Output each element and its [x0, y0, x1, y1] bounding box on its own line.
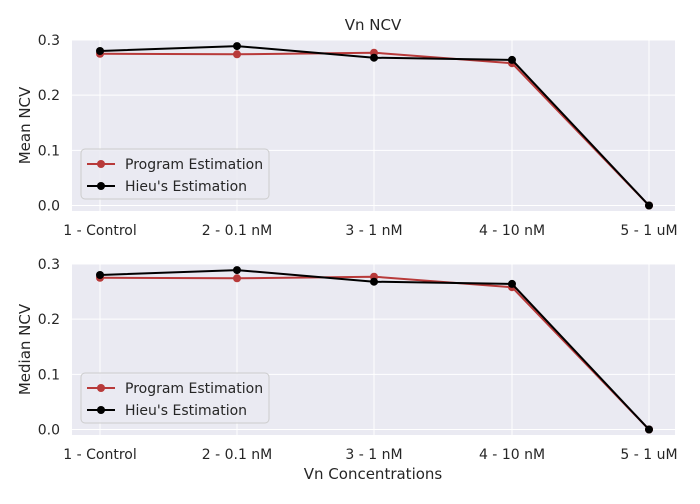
data-point	[508, 279, 516, 288]
legend-entry-label: Program Estimation	[125, 157, 263, 173]
data-point	[233, 42, 241, 51]
y-tick-label: 0.2	[38, 88, 60, 104]
x-tick-label: 4 - 10 nM	[479, 223, 545, 239]
data-point	[645, 425, 653, 434]
x-tick-label: 2 - 0.1 nM	[202, 223, 273, 239]
x-tick-label: 3 - 1 nM	[345, 447, 402, 463]
y-tick-label: 0.3	[38, 257, 60, 273]
legend-box	[80, 148, 270, 200]
x-tick-label: 5 - 1 uM	[620, 447, 677, 463]
data-point	[96, 47, 104, 55]
subplot-2: 0.0 0.1 0.2 0.3 1 - Control 2 - 0.1 nM 3 - 1 n…	[16, 257, 678, 463]
legend-marker	[97, 182, 105, 190]
x-tick-label: 1 - Control	[63, 223, 136, 239]
data-point	[645, 201, 653, 210]
x-axis-label: Vn Concentrations	[304, 465, 443, 483]
y-tick-label: 0.3	[38, 33, 60, 49]
data-point	[508, 55, 516, 64]
x-tick-label: 3 - 1 nM	[345, 223, 402, 239]
legend-box	[80, 372, 270, 424]
y-tick-label: 0.1	[38, 143, 60, 159]
x-tick-label: 2 - 0.1 nM	[202, 447, 273, 463]
legend-entry-label: Program Estimation	[125, 381, 263, 397]
legend: Program Estimation Hieu's Estimation	[80, 372, 270, 424]
data-point	[96, 271, 104, 279]
legend: Program Estimation Hieu's Estimation	[80, 148, 270, 200]
data-point	[370, 53, 378, 62]
x-tick-label: 5 - 1 uM	[620, 223, 677, 239]
x-tick-label: 1 - Control	[63, 447, 136, 463]
data-point	[370, 277, 378, 286]
data-point	[233, 266, 241, 275]
y-tick-label: 0.0	[38, 198, 60, 214]
x-tick-label: 4 - 10 nM	[479, 447, 545, 463]
y-tick-label: 0.2	[38, 312, 60, 328]
data-point	[233, 50, 241, 59]
legend-entry-label: Hieu's Estimation	[125, 179, 247, 195]
legend-marker	[97, 160, 105, 168]
legend-marker	[97, 384, 105, 392]
data-point	[233, 274, 241, 283]
legend-marker	[97, 406, 105, 414]
subplot-1: 0.0 0.1 0.2 0.3 1 - Control 2 - 0.1 nM 3 - 1 n…	[16, 33, 678, 239]
y-tick-label: 0.1	[38, 367, 60, 383]
y-tick-label: 0.0	[38, 422, 60, 438]
legend-entry-label: Hieu's Estimation	[125, 403, 247, 419]
y-axis-label: Mean NCV	[16, 86, 34, 164]
y-axis-label: Median NCV	[16, 303, 34, 395]
chart-title: Vn NCV	[345, 16, 402, 34]
